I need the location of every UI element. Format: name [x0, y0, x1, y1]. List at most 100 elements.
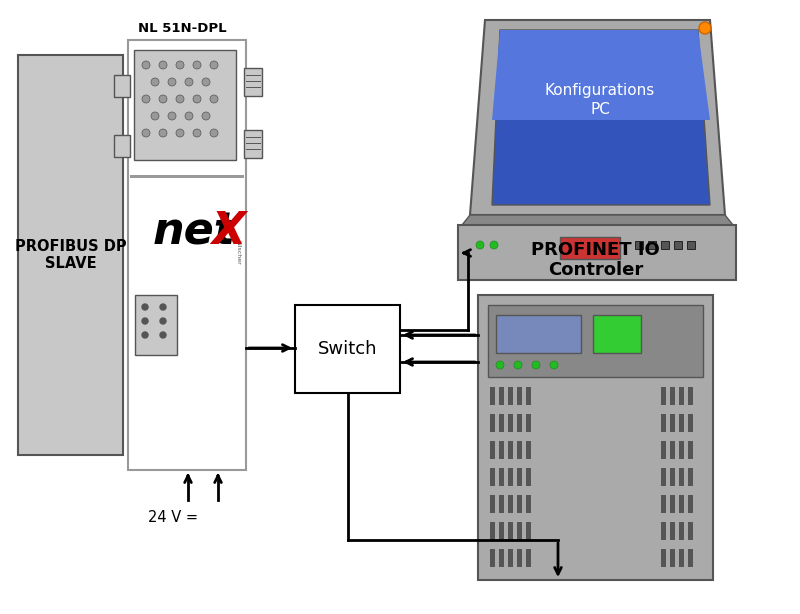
Circle shape — [193, 95, 201, 103]
Circle shape — [185, 112, 193, 120]
Bar — [499, 549, 504, 567]
Circle shape — [514, 361, 522, 369]
Circle shape — [550, 361, 558, 369]
Circle shape — [202, 78, 210, 86]
Bar — [679, 549, 684, 567]
Text: PROFIBUS DP
SLAVE: PROFIBUS DP SLAVE — [14, 239, 126, 271]
Circle shape — [496, 361, 504, 369]
Bar — [244, 130, 262, 158]
Circle shape — [193, 129, 201, 137]
Bar — [517, 468, 522, 486]
Bar — [670, 549, 675, 567]
Bar — [670, 387, 675, 405]
Bar — [661, 414, 666, 432]
Polygon shape — [492, 30, 710, 205]
Bar — [670, 441, 675, 459]
Bar — [490, 414, 495, 432]
Bar — [18, 55, 123, 455]
Bar — [526, 468, 531, 486]
Bar — [661, 468, 666, 486]
Circle shape — [202, 112, 210, 120]
Circle shape — [210, 129, 218, 137]
Bar — [688, 522, 693, 540]
Bar — [526, 522, 531, 540]
Circle shape — [532, 361, 540, 369]
Bar — [688, 387, 693, 405]
Polygon shape — [492, 30, 710, 120]
Bar — [508, 414, 513, 432]
Circle shape — [476, 241, 484, 249]
Bar — [517, 495, 522, 513]
Bar — [134, 50, 236, 160]
Bar — [114, 135, 130, 157]
Bar — [688, 441, 693, 459]
Circle shape — [699, 22, 711, 34]
Bar — [488, 305, 703, 377]
Bar — [508, 468, 513, 486]
Bar — [499, 468, 504, 486]
Bar — [670, 495, 675, 513]
Bar — [490, 468, 495, 486]
Bar — [508, 495, 513, 513]
Bar — [526, 414, 531, 432]
Bar — [661, 495, 666, 513]
Bar — [688, 414, 693, 432]
Bar — [679, 495, 684, 513]
Text: PROFINET IO
Controler: PROFINET IO Controler — [531, 241, 660, 279]
Bar — [517, 549, 522, 567]
Bar — [679, 414, 684, 432]
Circle shape — [142, 304, 148, 310]
Circle shape — [160, 332, 166, 338]
Bar — [635, 241, 643, 249]
Polygon shape — [470, 20, 725, 215]
Bar — [490, 495, 495, 513]
Polygon shape — [462, 215, 733, 225]
Bar — [679, 441, 684, 459]
Bar — [244, 68, 262, 96]
Bar — [648, 241, 656, 249]
Text: net: net — [153, 210, 236, 253]
Bar — [661, 549, 666, 567]
Bar — [508, 441, 513, 459]
Circle shape — [185, 78, 193, 86]
Bar — [508, 549, 513, 567]
Bar — [679, 522, 684, 540]
Bar — [490, 387, 495, 405]
Bar — [661, 387, 666, 405]
Circle shape — [160, 304, 166, 310]
Bar — [670, 522, 675, 540]
Bar — [688, 549, 693, 567]
Circle shape — [142, 129, 150, 137]
Text: X: X — [211, 210, 246, 253]
Text: Switch: Switch — [318, 340, 378, 358]
Circle shape — [210, 61, 218, 69]
Bar — [670, 414, 675, 432]
Circle shape — [142, 332, 148, 338]
Circle shape — [490, 241, 498, 249]
Circle shape — [160, 318, 166, 324]
Bar — [496, 315, 581, 353]
Bar — [593, 315, 641, 353]
Bar — [688, 495, 693, 513]
Text: 24 V =: 24 V = — [148, 510, 198, 525]
Bar — [526, 441, 531, 459]
Bar — [508, 387, 513, 405]
Bar — [130, 175, 244, 178]
Circle shape — [176, 95, 184, 103]
Bar — [490, 441, 495, 459]
Bar — [128, 40, 246, 470]
Bar — [674, 241, 682, 249]
Circle shape — [151, 112, 159, 120]
Circle shape — [159, 129, 167, 137]
Bar — [517, 414, 522, 432]
Bar — [661, 522, 666, 540]
Bar — [499, 387, 504, 405]
Bar — [114, 75, 130, 97]
Text: NL 51N-DPL: NL 51N-DPL — [138, 22, 226, 35]
Text: Konfigurations
PC: Konfigurations PC — [545, 83, 655, 117]
Circle shape — [142, 95, 150, 103]
Bar — [526, 387, 531, 405]
Bar — [508, 522, 513, 540]
Circle shape — [210, 95, 218, 103]
Bar — [661, 441, 666, 459]
